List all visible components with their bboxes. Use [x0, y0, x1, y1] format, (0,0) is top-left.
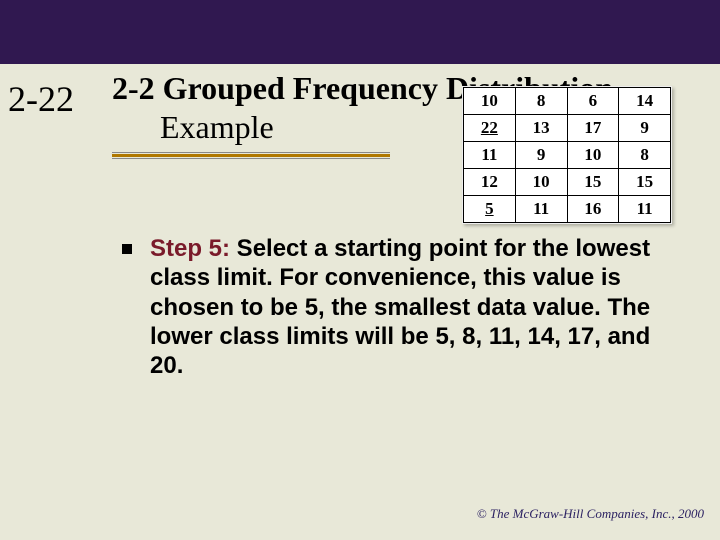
table-cell: 13 [515, 115, 567, 142]
copyright: © The McGraw-Hill Companies, Inc., 2000 [477, 506, 704, 522]
table-cell: 8 [619, 142, 671, 169]
table-row: 2213179 [464, 115, 671, 142]
page-number: 2-22 [8, 78, 74, 120]
table-cell: 16 [567, 196, 619, 223]
table-cell: 6 [567, 88, 619, 115]
bullet-item: Step 5: Select a starting point for the … [122, 234, 676, 380]
body-text: Step 5: Select a starting point for the … [150, 234, 676, 380]
bullet-icon [122, 244, 132, 254]
step-label: Step 5: [150, 235, 230, 262]
body-area: Step 5: Select a starting point for the … [122, 234, 676, 380]
top-band [0, 0, 720, 64]
data-table: 1086142213179119108121015155111611 [462, 86, 672, 224]
table-row: 12101515 [464, 169, 671, 196]
table-cell: 15 [567, 169, 619, 196]
table-cell: 14 [619, 88, 671, 115]
table-row: 119108 [464, 142, 671, 169]
title-underline [112, 152, 390, 162]
table-cell: 10 [567, 142, 619, 169]
table-cell: 11 [464, 142, 516, 169]
table-cell: 12 [464, 169, 516, 196]
table-row: 5111611 [464, 196, 671, 223]
table-cell: 22 [464, 115, 516, 142]
table-cell: 17 [567, 115, 619, 142]
table-cell: 9 [515, 142, 567, 169]
table-cell: 10 [464, 88, 516, 115]
table-cell: 9 [619, 115, 671, 142]
table-cell: 8 [515, 88, 567, 115]
table-cell: 15 [619, 169, 671, 196]
table-cell: 11 [515, 196, 567, 223]
table-cell: 5 [464, 196, 516, 223]
table-cell: 11 [619, 196, 671, 223]
table-row: 108614 [464, 88, 671, 115]
table-cell: 10 [515, 169, 567, 196]
